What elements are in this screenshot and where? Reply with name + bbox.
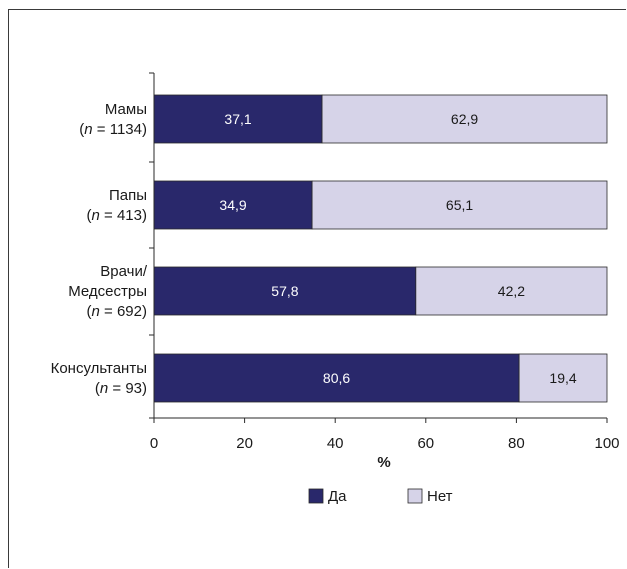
bar-net-2 [415, 266, 608, 316]
x-tick-label-20: 20 [236, 435, 253, 452]
category-n-1: (n = 413) [87, 207, 147, 224]
figure-frame [8, 9, 626, 568]
axes-layer [149, 72, 608, 423]
data-label-da-2: 57,8 [271, 283, 298, 299]
legend-swatch-net [407, 488, 423, 504]
x-tick-labels: 0 20 40 60 80 100 [150, 435, 620, 452]
data-label-net-3: 19,4 [549, 370, 576, 386]
data-label-da-3: 80,6 [323, 370, 350, 386]
category-label-0-line1: Мамы [105, 101, 147, 118]
category-label-2-line1: Врачи/ [100, 263, 148, 280]
data-label-da-1: 34,9 [219, 197, 246, 213]
data-label-net-1: 65,1 [446, 197, 473, 213]
x-tick-label-0: 0 [150, 435, 158, 452]
category-label-3-line1: Консультанты [51, 360, 147, 377]
legend-swatch-da [308, 488, 324, 504]
x-tick-label-100: 100 [594, 435, 619, 452]
legend: Да Нет [308, 488, 453, 505]
bar-net-3 [518, 353, 608, 403]
bars-layer: 37,1 62,9 34,9 65,1 57,8 42,2 80,6 19,4 [153, 94, 608, 403]
x-tick-label-40: 40 [327, 435, 344, 452]
category-label-1-line1: Папы [109, 187, 147, 204]
category-labels: Мамы (n = 1134) Папы (n = 413) Врачи/Медсест… [51, 101, 148, 397]
bar-da-2 [153, 266, 417, 316]
bar-net-1 [311, 180, 608, 230]
data-label-da-0: 37,1 [224, 111, 251, 127]
bar-da-0 [153, 94, 323, 144]
legend-label-da: Да [328, 488, 347, 505]
category-n-3: (n = 93) [95, 380, 147, 397]
category-n-0: (n = 1134) [79, 121, 147, 138]
x-tick-label-80: 80 [508, 435, 525, 452]
bar-da-3 [153, 353, 520, 403]
legend-label-net: Нет [427, 488, 453, 505]
bar-net-0 [321, 94, 608, 144]
category-n-2: (n = 692) [87, 303, 147, 320]
category-label-2-line2: Медсестры [68, 283, 147, 300]
x-tick-label-60: 60 [417, 435, 434, 452]
data-label-net-2: 42,2 [498, 283, 525, 299]
x-axis-label: % [377, 454, 390, 471]
data-label-net-0: 62,9 [451, 111, 478, 127]
